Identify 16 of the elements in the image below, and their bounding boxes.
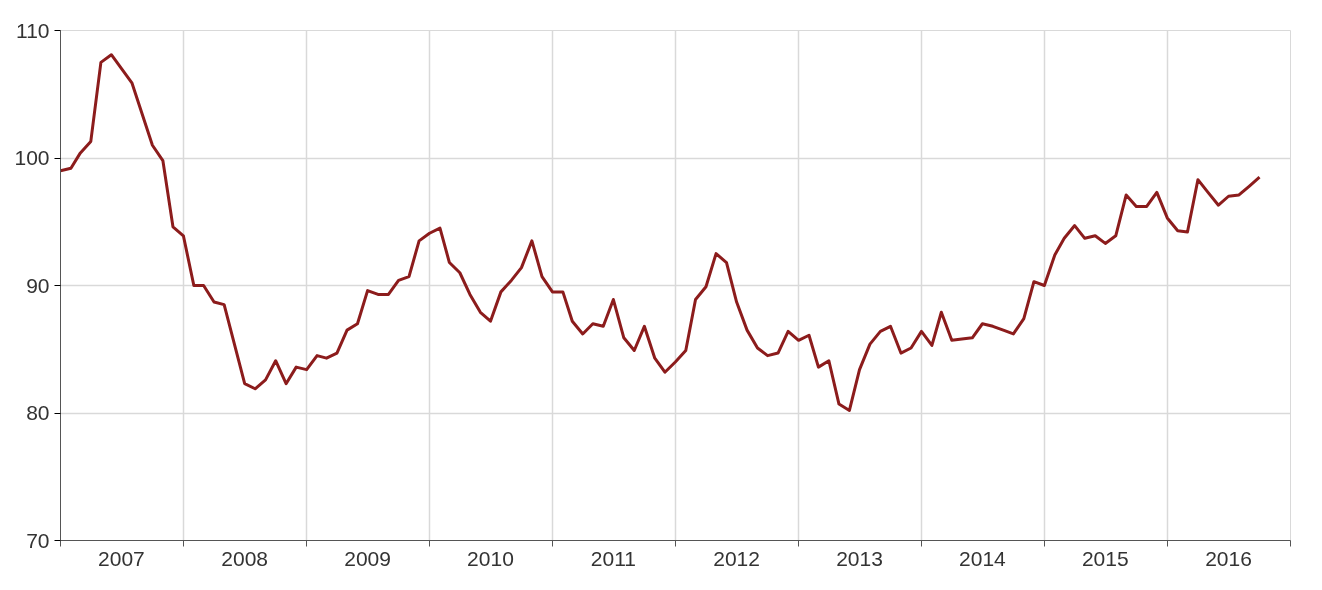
x-tick-label: 2012 [713,546,760,570]
x-tick-label: 2015 [1081,546,1129,570]
y-tick-label: 80 [26,401,50,424]
x-tick-label: 2013 [836,546,883,570]
x-tick-label: 2014 [959,546,1007,570]
x-tick-label: 2008 [221,546,269,570]
y-tick-label: 70 [26,528,50,552]
x-tick-label: 2011 [590,546,636,570]
x-tick-label: 2016 [1205,546,1252,570]
x-tick-label: 2010 [467,546,514,570]
y-tick-label: 90 [26,273,50,297]
y-tick-label: 110 [16,18,50,42]
line-series [60,53,1262,412]
x-tick-label: 2009 [344,546,391,570]
x-tick-label: 2007 [98,546,145,570]
y-tick-label: 100 [14,146,50,169]
